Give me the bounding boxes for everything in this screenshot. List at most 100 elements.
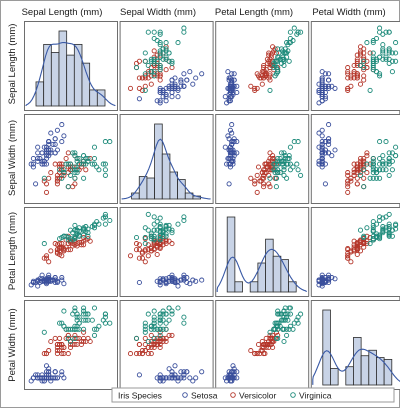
data-point-setosa [322, 89, 328, 96]
data-point-versicolor [270, 332, 276, 338]
data-point-virginica [157, 40, 163, 46]
data-point-setosa [35, 155, 41, 162]
data-point-virginica [389, 167, 395, 173]
data-point-virginica [282, 50, 288, 56]
data-point-virginica [76, 161, 82, 167]
data-point-virginica [383, 161, 389, 167]
data-point-versicolor [154, 238, 160, 244]
data-point-versicolor [345, 184, 351, 190]
data-point-virginica [102, 311, 108, 317]
data-point-versicolor [248, 175, 254, 181]
data-point-setosa [326, 279, 332, 286]
data-point-versicolor [81, 338, 87, 345]
data-point-setosa [322, 181, 328, 187]
data-point-virginica [275, 170, 281, 176]
data-point-virginica [133, 335, 140, 341]
data-point-setosa [322, 71, 328, 77]
data-point-virginica [278, 311, 285, 317]
data-point-versicolor [154, 338, 160, 345]
data-point-virginica [96, 167, 102, 173]
data-point-setosa [227, 378, 233, 384]
histogram-bar [234, 281, 243, 293]
data-point-versicolor [361, 175, 367, 181]
data-point-virginica [386, 232, 392, 238]
data-point-virginica [61, 170, 67, 176]
data-point-virginica [142, 241, 148, 247]
data-point-virginica [166, 317, 172, 323]
data-point-setosa [227, 372, 233, 378]
data-point-setosa [319, 155, 325, 162]
data-point-virginica [102, 314, 108, 320]
data-point-virginica [91, 144, 98, 150]
column-header-2: Sepal Width (mm) [120, 7, 196, 18]
histogram-bar [73, 43, 83, 107]
data-point-virginica [41, 329, 47, 335]
histogram-bar [353, 337, 362, 386]
data-point-setosa [163, 375, 169, 381]
data-point-virginica [281, 314, 287, 320]
data-point-versicolor [357, 237, 364, 243]
data-point-virginica [386, 29, 392, 35]
data-point-virginica [148, 326, 154, 332]
data-point-setosa [190, 277, 196, 283]
data-point-virginica [169, 308, 175, 314]
data-point-setosa [322, 161, 328, 167]
data-point-virginica [91, 225, 98, 231]
data-point-versicolor [257, 351, 263, 357]
data-point-setosa [181, 276, 187, 282]
data-point-virginica [373, 221, 380, 227]
data-point-versicolor [46, 259, 52, 265]
data-point-virginica [175, 305, 181, 311]
data-point-setosa [157, 278, 163, 284]
data-point-setosa [59, 369, 65, 375]
data-point-virginica [370, 237, 376, 243]
data-point-versicolor [262, 351, 268, 357]
data-point-versicolor [54, 250, 60, 256]
histogram-bar [280, 259, 289, 293]
data-point-versicolor [81, 335, 87, 341]
data-point-versicolor [59, 341, 65, 348]
data-point-setosa [178, 77, 184, 83]
data-point-setosa [231, 366, 237, 372]
data-point-virginica [157, 326, 163, 332]
data-point-setosa [46, 369, 52, 375]
data-point-setosa [326, 141, 332, 147]
data-point-virginica [383, 167, 389, 173]
data-point-versicolor [261, 175, 267, 181]
histogram-bar [226, 216, 236, 293]
data-point-virginica [377, 139, 383, 145]
data-point-virginica [91, 326, 98, 332]
data-point-setosa [226, 181, 232, 187]
data-point-virginica [380, 153, 386, 159]
data-point-virginica [163, 311, 169, 317]
data-point-versicolor [357, 242, 364, 248]
data-point-virginica [367, 241, 373, 247]
row-header-3: Petal Length (mm) [7, 212, 18, 290]
panel-frame [310, 114, 400, 204]
data-point-versicolor [157, 329, 163, 335]
data-point-versicolor [361, 155, 367, 162]
data-point-setosa [169, 272, 175, 278]
data-point-virginica [151, 317, 157, 323]
data-point-virginica [290, 164, 296, 170]
data-point-versicolor [139, 255, 145, 261]
data-point-versicolor [81, 238, 87, 244]
data-point-virginica [295, 314, 301, 320]
data-point-virginica [142, 326, 148, 332]
data-point-virginica [151, 56, 157, 62]
data-point-virginica [383, 227, 389, 233]
data-point-virginica [157, 317, 163, 323]
data-point-virginica [370, 40, 376, 46]
data-point-setosa [319, 79, 325, 85]
data-point-setosa [157, 378, 163, 384]
data-point-versicolor [266, 52, 272, 58]
data-point-virginica [380, 167, 386, 173]
data-point-versicolor [59, 253, 65, 259]
data-point-virginica [151, 58, 157, 64]
data-point-versicolor [261, 172, 267, 178]
data-point-setosa [230, 363, 236, 369]
data-point-setosa [35, 283, 41, 289]
data-point-virginica [145, 338, 151, 345]
data-point-versicolor [354, 58, 360, 64]
data-point-versicolor [157, 239, 163, 245]
